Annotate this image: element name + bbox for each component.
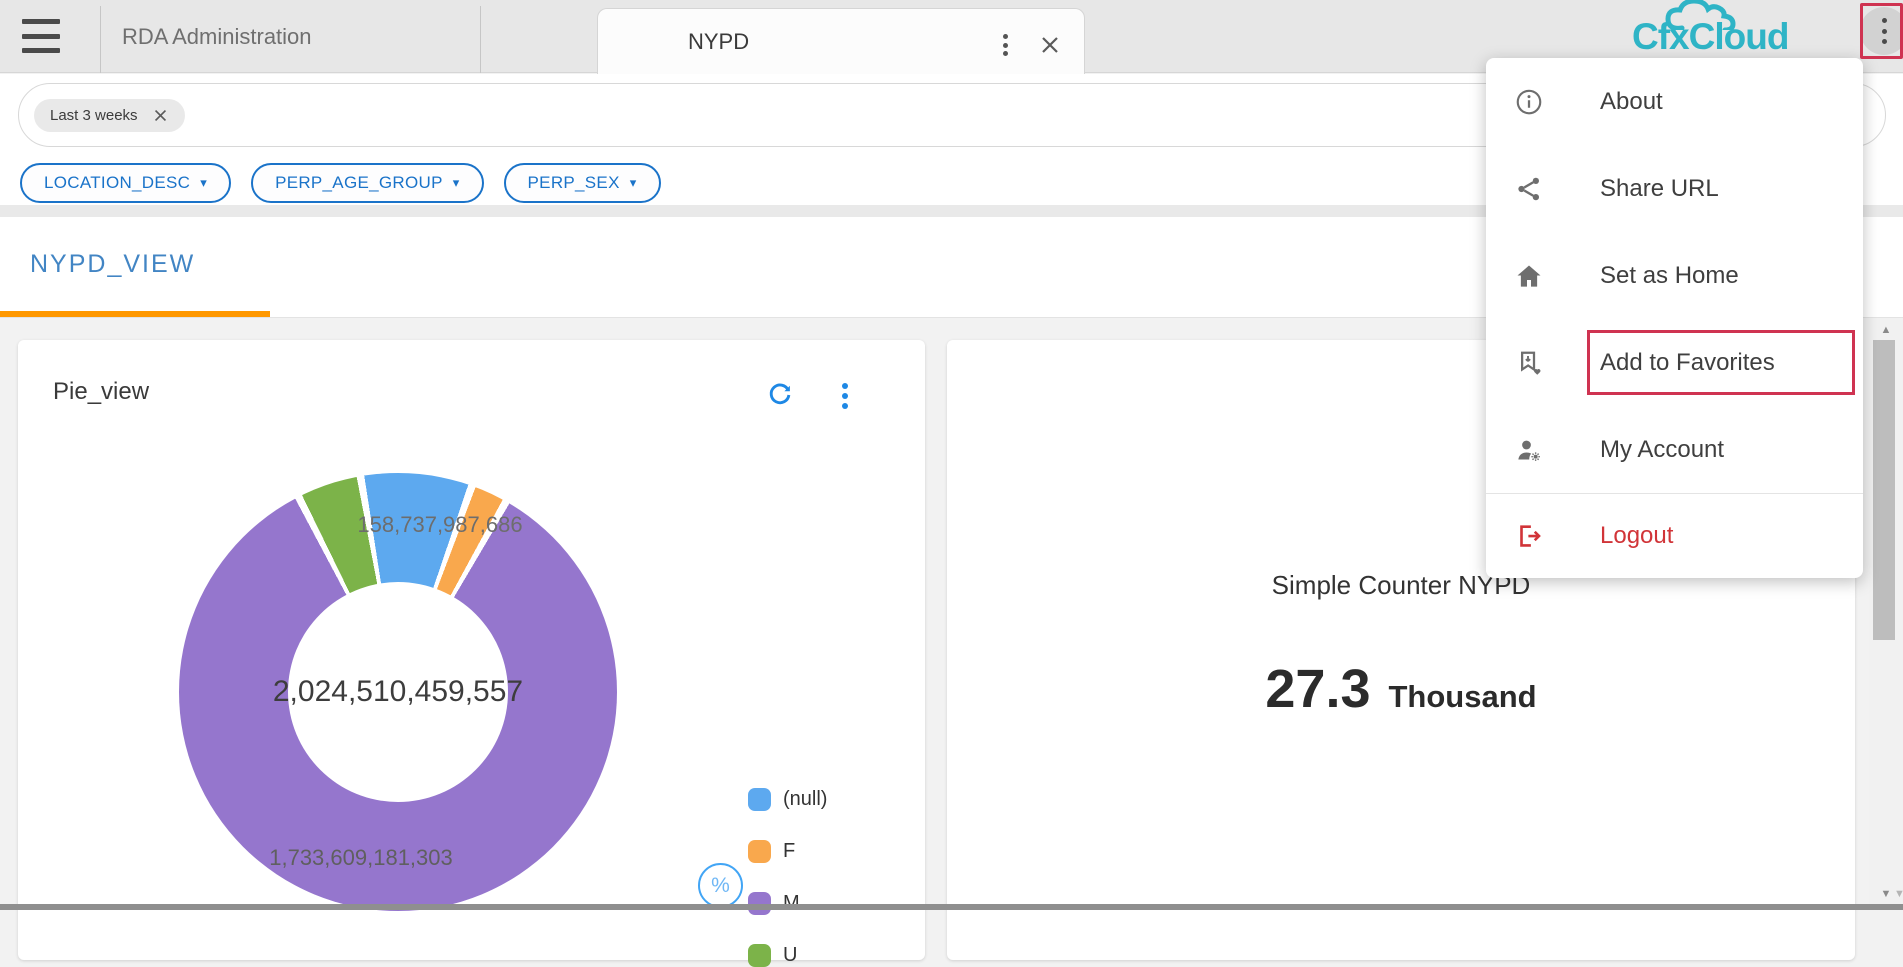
tab-nypd-view[interactable]: NYPD_VIEW xyxy=(30,250,196,278)
home-icon xyxy=(1514,261,1544,291)
scrollbar-thumb[interactable] xyxy=(1873,340,1895,640)
donut-slice-label: 1,733,609,181,303 xyxy=(269,845,453,870)
legend-label: (null) xyxy=(783,788,828,810)
chip-close-icon[interactable] xyxy=(152,107,169,124)
tab-kebab-icon[interactable] xyxy=(993,31,1017,59)
tab-rda-administration[interactable]: RDA Administration xyxy=(101,0,480,73)
pill-location-desc[interactable]: LOCATION_DESC ▾ xyxy=(20,163,232,203)
legend-item-f[interactable]: F xyxy=(748,840,827,863)
logo-text: CfxCloud xyxy=(1632,16,1789,57)
cfxcloud-logo: CfxCloud xyxy=(1630,0,1825,62)
tab-nypd[interactable]: NYPD xyxy=(597,8,1085,74)
card-title: Pie_view xyxy=(53,378,150,405)
refresh-icon[interactable] xyxy=(765,380,795,410)
legend-item-u[interactable]: U xyxy=(748,944,827,967)
pill-perp-sex[interactable]: PERP_SEX ▾ xyxy=(503,163,661,203)
top-header-bar: RDA Administration NYPD CfxCloud xyxy=(0,0,1903,74)
pill-perp-age-group[interactable]: PERP_AGE_GROUP ▾ xyxy=(251,163,484,203)
menu-item-label: Add to Favorites xyxy=(1600,348,1775,376)
header-kebab-button[interactable] xyxy=(1860,7,1903,55)
percent-toggle-button[interactable]: % xyxy=(698,863,743,908)
menu-item-label: About xyxy=(1600,87,1663,115)
counter-value: 27.3 xyxy=(1265,659,1371,719)
account-settings-icon xyxy=(1514,435,1544,465)
time-filter-chip[interactable]: Last 3 weeks xyxy=(34,98,185,132)
card-kebab-icon[interactable] xyxy=(830,380,860,412)
menu-item-my-account[interactable]: My Account xyxy=(1486,406,1863,493)
tab-label: RDA Administration xyxy=(122,23,312,49)
share-icon xyxy=(1514,174,1544,204)
chart-legend: (null) F M U xyxy=(748,788,827,967)
menu-item-label: My Account xyxy=(1600,435,1725,463)
menu-item-label: Set as Home xyxy=(1600,261,1739,289)
tab-close-icon[interactable] xyxy=(1038,33,1062,57)
kebab-icon xyxy=(1881,16,1887,46)
legend-item-null[interactable]: (null) xyxy=(748,788,827,811)
scroll-up-icon[interactable]: ▲ xyxy=(1880,324,1892,336)
active-tab-underline xyxy=(0,311,270,317)
scroll-down-icon[interactable]: ▼ xyxy=(1880,888,1892,900)
tab-separator xyxy=(100,6,101,73)
logout-icon xyxy=(1514,521,1544,551)
section-divider xyxy=(0,205,1903,217)
menu-item-add-to-favorites[interactable]: Add to Favorites xyxy=(1486,319,1863,406)
chevron-down-icon: ▾ xyxy=(629,175,637,190)
scroll-corner-icon: ▼ xyxy=(1894,888,1903,900)
legend-label: F xyxy=(783,840,796,862)
menu-item-about[interactable]: About xyxy=(1486,58,1863,145)
cloud-icon xyxy=(1665,0,1736,30)
menu-item-share-url[interactable]: Share URL xyxy=(1486,145,1863,232)
pill-label: PERP_SEX xyxy=(527,173,620,192)
donut-center-total: 2,024,510,459,557 xyxy=(272,675,524,708)
pill-label: LOCATION_DESC xyxy=(44,173,191,192)
header-dropdown-menu: About Share URL Set as Home Add to Favor… xyxy=(1486,58,1863,578)
menu-divider xyxy=(1486,493,1863,494)
legend-swatch xyxy=(748,788,771,811)
hamburger-menu-icon[interactable] xyxy=(22,19,60,53)
vertical-scrollbar[interactable]: ▲ ▼ xyxy=(1869,318,1903,904)
donut-slice-label: 158,737,987,686 xyxy=(357,512,523,537)
counter-unit: Thousand xyxy=(1388,679,1537,714)
counter-value-row: 27.3 Thousand xyxy=(947,658,1855,720)
menu-item-set-as-home[interactable]: Set as Home xyxy=(1486,232,1863,319)
chevron-down-icon: ▾ xyxy=(452,175,460,190)
attribute-pill-row: LOCATION_DESC ▾ PERP_AGE_GROUP ▾ PERP_SE… xyxy=(20,163,661,203)
pill-label: PERP_AGE_GROUP xyxy=(275,173,443,192)
tab-separator xyxy=(480,6,481,73)
info-icon xyxy=(1514,87,1544,117)
horizontal-scrollbar[interactable] xyxy=(0,904,1903,910)
menu-item-logout[interactable]: Logout xyxy=(1486,494,1863,578)
legend-label: U xyxy=(783,944,798,966)
pie-view-card: Pie_view 158,737,987,686 1,733,609,181,3… xyxy=(18,340,925,967)
tab-label: NYPD xyxy=(688,28,750,54)
donut-chart[interactable] xyxy=(179,473,617,911)
legend-swatch xyxy=(748,944,771,967)
chip-label: Last 3 weeks xyxy=(50,106,138,124)
menu-item-label: Share URL xyxy=(1600,174,1719,202)
chevron-down-icon: ▾ xyxy=(200,175,208,190)
legend-swatch xyxy=(748,840,771,863)
menu-item-label: Logout xyxy=(1600,522,1674,549)
favorite-bookmark-icon xyxy=(1514,348,1544,378)
